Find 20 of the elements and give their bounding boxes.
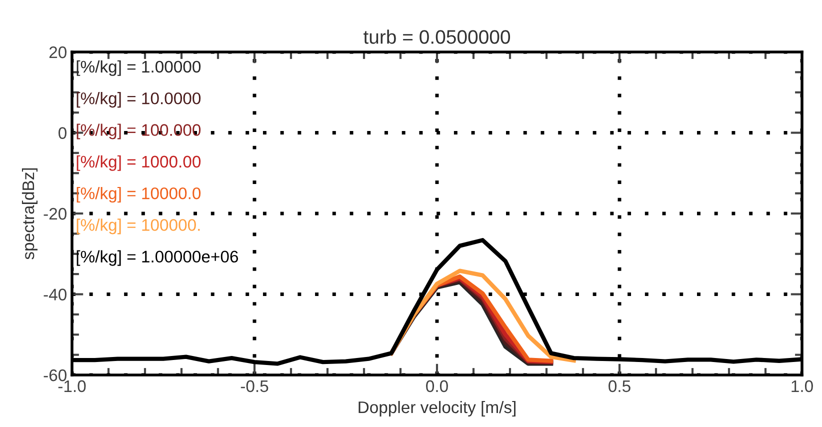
x-tick-label: -0.5 bbox=[240, 380, 268, 392]
text: [%/kg] = 1000.00 bbox=[76, 155, 201, 171]
text: [%/kg] = 10000.0 bbox=[76, 187, 201, 203]
x-tick-label: 1.0 bbox=[792, 380, 813, 392]
text: [%/kg] = 100.000 bbox=[76, 124, 201, 140]
text: [%/kg] = 10.0000 bbox=[76, 92, 201, 108]
y-tick-label: -40 bbox=[44, 288, 66, 300]
text: [%/kg] = 1.00000 bbox=[76, 60, 201, 76]
x-tick-label: -1.0 bbox=[58, 380, 86, 392]
x-axis-title: Doppler velocity [m/s] bbox=[358, 400, 516, 416]
y-tick-label: -20 bbox=[44, 208, 66, 220]
chart-title: turb = 0.0500000 bbox=[364, 30, 510, 44]
x-tick-label: 0.5 bbox=[608, 380, 630, 392]
x-tick-label: 0.0 bbox=[426, 380, 448, 392]
y-tick-label: -60 bbox=[44, 369, 66, 382]
text: [%/kg] = 1.00000e+06 bbox=[76, 250, 238, 266]
y-tick-label: 0 bbox=[58, 127, 66, 139]
y-tick-label: 20 bbox=[49, 46, 66, 58]
y-axis-title: spectra[dBz] bbox=[22, 168, 38, 260]
text: [%/kg] = 100000. bbox=[76, 218, 200, 234]
